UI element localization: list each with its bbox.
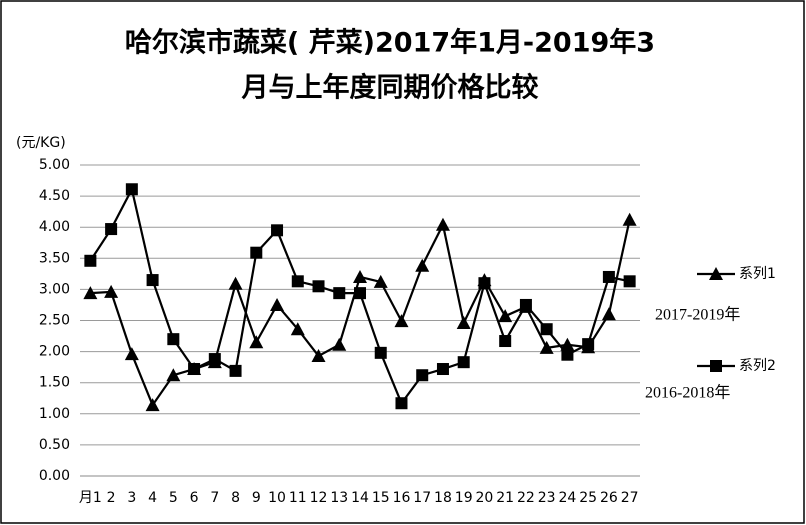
chart-title: 哈尔滨市蔬菜( 芹菜)2017年1月-2019年3 (125, 27, 655, 59)
data-point (436, 363, 449, 376)
x-tick-label: 15 (372, 490, 390, 506)
data-point (582, 338, 595, 351)
x-tick-label: 9 (252, 490, 261, 506)
data-point (499, 335, 512, 348)
y-tick-label: 3.50 (39, 250, 70, 266)
data-point (105, 223, 118, 236)
data-point (539, 340, 554, 354)
data-point (332, 337, 347, 351)
data-point (601, 307, 616, 321)
annotation: 2017-2019年 (655, 306, 740, 324)
legend-marker (710, 360, 722, 372)
x-tick-label: 8 (231, 490, 240, 506)
data-point (540, 323, 553, 336)
data-point (166, 368, 181, 382)
x-tick-label: 24 (558, 490, 576, 506)
data-point (354, 287, 366, 300)
x-tick-label: 月1 (79, 490, 102, 506)
x-tick-label: 19 (455, 490, 473, 506)
x-tick-label: 26 (600, 490, 618, 506)
x-tick-label: 12 (310, 490, 328, 506)
data-point (188, 363, 201, 376)
data-point (146, 274, 159, 287)
legend-label: 系列1 (739, 266, 776, 282)
data-point (415, 258, 430, 272)
y-tick-label: 1.00 (39, 406, 70, 422)
data-point (270, 297, 285, 311)
x-tick-label: 2 (107, 490, 116, 506)
data-point (208, 353, 221, 366)
data-point (394, 314, 409, 328)
data-point (290, 322, 305, 336)
data-point (229, 364, 242, 377)
data-point (456, 315, 471, 329)
data-point (395, 397, 408, 410)
data-point (519, 298, 532, 311)
x-tick-label: 23 (538, 490, 556, 506)
y-tick-label: 4.00 (39, 219, 70, 235)
x-tick-label: 25 (579, 490, 597, 506)
x-tick-label: 10 (268, 490, 286, 506)
x-tick-label: 17 (413, 490, 431, 506)
data-point (271, 224, 284, 237)
x-tick-label: 7 (210, 490, 219, 506)
x-tick-label: 4 (148, 490, 157, 506)
y-tick-label: 4.50 (39, 188, 70, 204)
x-tick-label: 16 (393, 490, 411, 506)
y-tick-label: 3.00 (39, 281, 70, 297)
data-point (561, 348, 574, 361)
x-tick-label: 22 (517, 490, 535, 506)
data-point (457, 356, 470, 369)
data-point (622, 212, 637, 226)
data-point (104, 284, 119, 298)
x-tick-label: 18 (434, 490, 452, 506)
data-point (374, 346, 387, 359)
x-tick-label: 5 (169, 490, 178, 506)
data-point (312, 280, 325, 293)
data-point (311, 348, 326, 362)
x-tick-label: 13 (330, 490, 348, 506)
data-point (602, 270, 615, 283)
data-point (498, 309, 513, 323)
data-point (125, 183, 138, 196)
x-tick-label: 14 (351, 490, 369, 506)
data-point (228, 276, 243, 290)
data-point (478, 277, 491, 290)
x-tick-label: 27 (621, 490, 639, 506)
x-tick-label: 21 (496, 490, 514, 506)
data-point (623, 275, 636, 288)
data-point (249, 335, 264, 349)
data-point (333, 287, 346, 300)
data-point (560, 337, 575, 351)
data-point (373, 274, 388, 288)
x-tick-label: 3 (127, 490, 136, 506)
data-point (353, 269, 367, 283)
data-point (145, 398, 160, 412)
data-point (250, 246, 263, 259)
legend-label: 系列2 (739, 358, 776, 374)
y-axis-label: (元/KG) (16, 135, 66, 151)
x-tick-label: 6 (190, 490, 199, 506)
legend-marker (709, 267, 723, 280)
y-tick-label: 1.50 (39, 375, 70, 391)
annotation: 2016-2018年 (645, 384, 730, 402)
data-point (84, 254, 97, 267)
data-point (83, 286, 98, 300)
data-point (435, 217, 450, 231)
y-tick-label: 0.50 (39, 437, 70, 453)
y-tick-label: 2.00 (39, 344, 70, 360)
data-point (124, 347, 139, 361)
chart-title: 月与上年度同期价格比较 (241, 72, 539, 104)
y-tick-label: 0.00 (39, 468, 70, 484)
y-tick-label: 5.00 (39, 157, 70, 173)
data-point (416, 369, 429, 382)
y-tick-label: 2.50 (39, 313, 70, 329)
data-point (167, 333, 180, 346)
x-tick-label: 20 (476, 490, 494, 506)
data-point (291, 275, 304, 288)
x-tick-label: 11 (289, 490, 307, 506)
